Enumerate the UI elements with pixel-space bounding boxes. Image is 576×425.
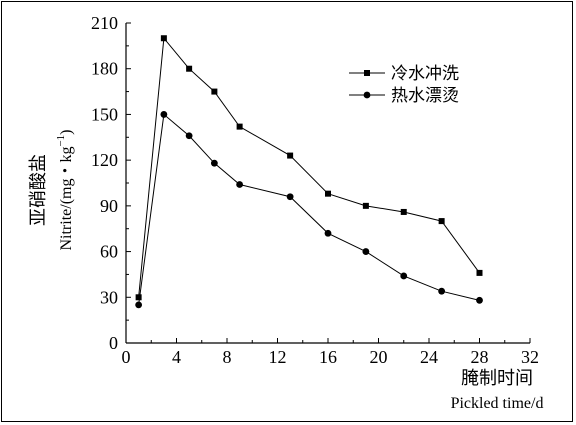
- x-tick-label: 32: [521, 347, 539, 367]
- legend-item: 冷水冲洗: [349, 64, 459, 84]
- series-1: [135, 35, 483, 301]
- y-tick-label: 210: [91, 13, 118, 33]
- data-point-square: [438, 218, 445, 225]
- y-axis-label-close: ): [58, 129, 75, 134]
- data-point-square: [287, 152, 294, 159]
- data-point-circle: [135, 301, 143, 309]
- data-point-circle: [236, 181, 244, 188]
- data-point-square: [400, 208, 407, 215]
- y-tick-label: 150: [91, 104, 118, 124]
- data-point-circle: [185, 132, 193, 140]
- data-point-square: [186, 65, 193, 72]
- data-point-circle: [362, 248, 370, 255]
- data-point-square: [325, 190, 331, 197]
- x-tick-label: 4: [172, 347, 181, 367]
- y-tick-label: 0: [109, 333, 118, 353]
- x-tick-label: 12: [269, 347, 287, 367]
- data-point-square: [236, 123, 243, 130]
- y-tick-label: 120: [91, 150, 118, 170]
- x-tick-label: 8: [223, 347, 232, 367]
- y-tick-label: 180: [91, 59, 118, 79]
- x-tick-label: 0: [122, 347, 131, 367]
- data-point-circle: [160, 111, 168, 118]
- data-point-circle: [286, 193, 294, 201]
- data-point-square: [476, 269, 483, 276]
- legend-label: 热水漂烫: [391, 86, 459, 106]
- legend-marker-square: [364, 70, 370, 76]
- data-point-circle: [476, 296, 483, 304]
- data-point-square: [362, 202, 369, 209]
- data-point-circle: [438, 287, 446, 295]
- y-axis-label-en: Nitrite/(mg・kg−1): [55, 129, 75, 250]
- x-axis-label-cn: 腌制时间: [461, 368, 533, 389]
- legend-item: 热水漂烫: [349, 86, 459, 106]
- x-tick-label: 16: [319, 347, 337, 367]
- data-point-circle: [324, 229, 332, 237]
- legend-marker-circle: [363, 91, 371, 99]
- data-point-square: [135, 294, 142, 301]
- data-point-square: [211, 88, 218, 95]
- data-point-circle: [210, 159, 218, 167]
- series-2: [135, 111, 483, 309]
- y-axis-label-cn: 亚硝酸盐: [28, 154, 49, 226]
- x-axis-label-en: Pickled time/d: [451, 395, 544, 412]
- series-line: [138, 113, 480, 305]
- x-tick-label: 24: [420, 347, 438, 367]
- y-axis-label-sup: −1: [55, 135, 67, 147]
- legend-label: 冷水冲洗: [391, 64, 459, 84]
- y-tick-label: 90: [100, 196, 118, 216]
- ticks: 0 4 8 12 16 20 24 28 32 0 30 60 90 120 150 180 210: [91, 13, 539, 367]
- y-tick-label: 30: [100, 287, 118, 307]
- x-tick-label: 28: [471, 347, 489, 367]
- series-layer: [135, 35, 483, 309]
- y-tick-label: 60: [100, 242, 118, 262]
- data-point-square: [160, 35, 167, 42]
- data-point-circle: [400, 272, 408, 280]
- x-tick-label: 20: [370, 347, 388, 367]
